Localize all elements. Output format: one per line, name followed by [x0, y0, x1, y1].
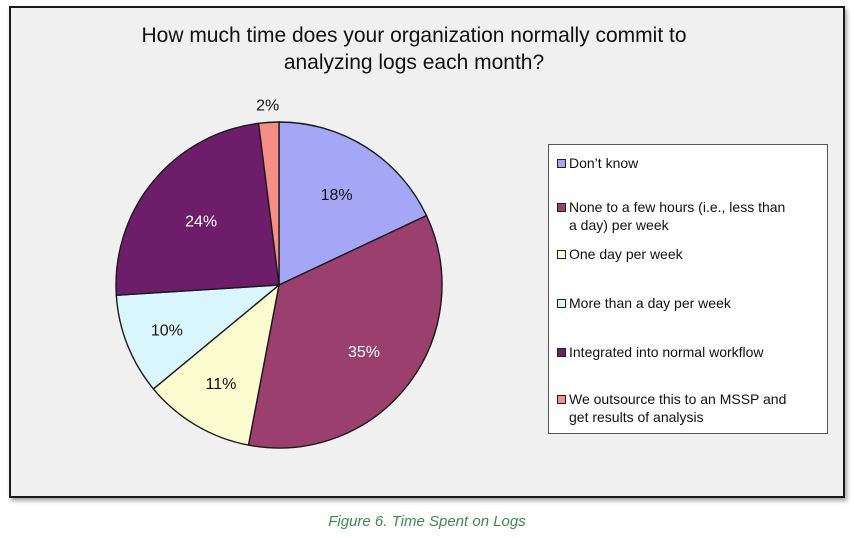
legend-label-5: Integrated into normal workflow	[569, 343, 764, 361]
legend-label-1: Don’t know	[569, 154, 638, 172]
slice-value-label-1: 18%	[321, 187, 353, 204]
legend-label-6-line-2: get results of analysis	[569, 409, 704, 425]
pie-slice-6	[257, 121, 280, 286]
legend-swatch-4	[557, 299, 566, 308]
legend-label-1-line-1: Don’t know	[569, 155, 639, 171]
legend-swatch-3	[557, 250, 566, 259]
legend-label-6-line-1: We outsource this to an MSSP and	[569, 391, 787, 407]
legend-label-6: We outsource this to an MSSP and get resu…	[569, 390, 786, 426]
legend-swatch-5	[557, 348, 566, 357]
slice-value-label-6: 2%	[256, 97, 279, 114]
legend-item-3: One day per week	[557, 245, 821, 263]
chart-title: How much time does your organization nor…	[11, 22, 817, 76]
chart-legend: Don’t know None to a few hours (i.e., les…	[548, 144, 828, 434]
figure-caption: Figure 6. Time Spent on Logs	[328, 513, 526, 530]
slice-value-label-2: 35%	[348, 344, 380, 361]
slice-value-label-5: 24%	[185, 214, 217, 231]
pie-slice-2	[247, 214, 443, 449]
chart-frame: How much time does your organization nor…	[9, 6, 845, 498]
legend-label-2-line-1: None to a few hours (i.e., less than	[569, 199, 786, 215]
legend-label-4: More than a day per week	[569, 294, 731, 312]
legend-label-5-line-1: Integrated into normal workflow	[569, 344, 764, 360]
legend-swatch-6	[557, 395, 566, 404]
slice-value-label-3: 11%	[205, 376, 236, 393]
pie-slice-5	[115, 122, 280, 296]
pie-slice-3	[152, 283, 281, 446]
legend-swatch-2	[557, 203, 566, 212]
legend-item-6: We outsource this to an MSSP and get resu…	[557, 390, 821, 426]
legend-item-2: None to a few hours (i.e., less than a da…	[557, 198, 821, 234]
legend-label-3: One day per week	[569, 245, 683, 263]
legend-item-1: Don’t know	[557, 154, 821, 172]
pie-slice-1	[278, 121, 428, 287]
pie-slice-4	[115, 284, 282, 390]
legend-swatch-1	[557, 159, 566, 168]
slice-value-label-4: 10%	[151, 322, 183, 339]
chart-title-line-1: How much time does your organization nor…	[141, 24, 687, 47]
legend-label-2-line-2: a day) per week	[569, 217, 669, 233]
legend-label-3-line-1: One day per week	[569, 246, 683, 262]
legend-label-4-line-1: More than a day per week	[569, 295, 731, 311]
pie-chart: 18% 35% 11% 10% 24% 2%	[115, 97, 443, 449]
legend-item-4: More than a day per week	[557, 294, 821, 312]
chart-title-line-2: analyzing logs each month?	[283, 51, 545, 74]
legend-label-2: None to a few hours (i.e., less than a da…	[569, 198, 785, 234]
legend-item-5: Integrated into normal workflow	[557, 343, 821, 361]
